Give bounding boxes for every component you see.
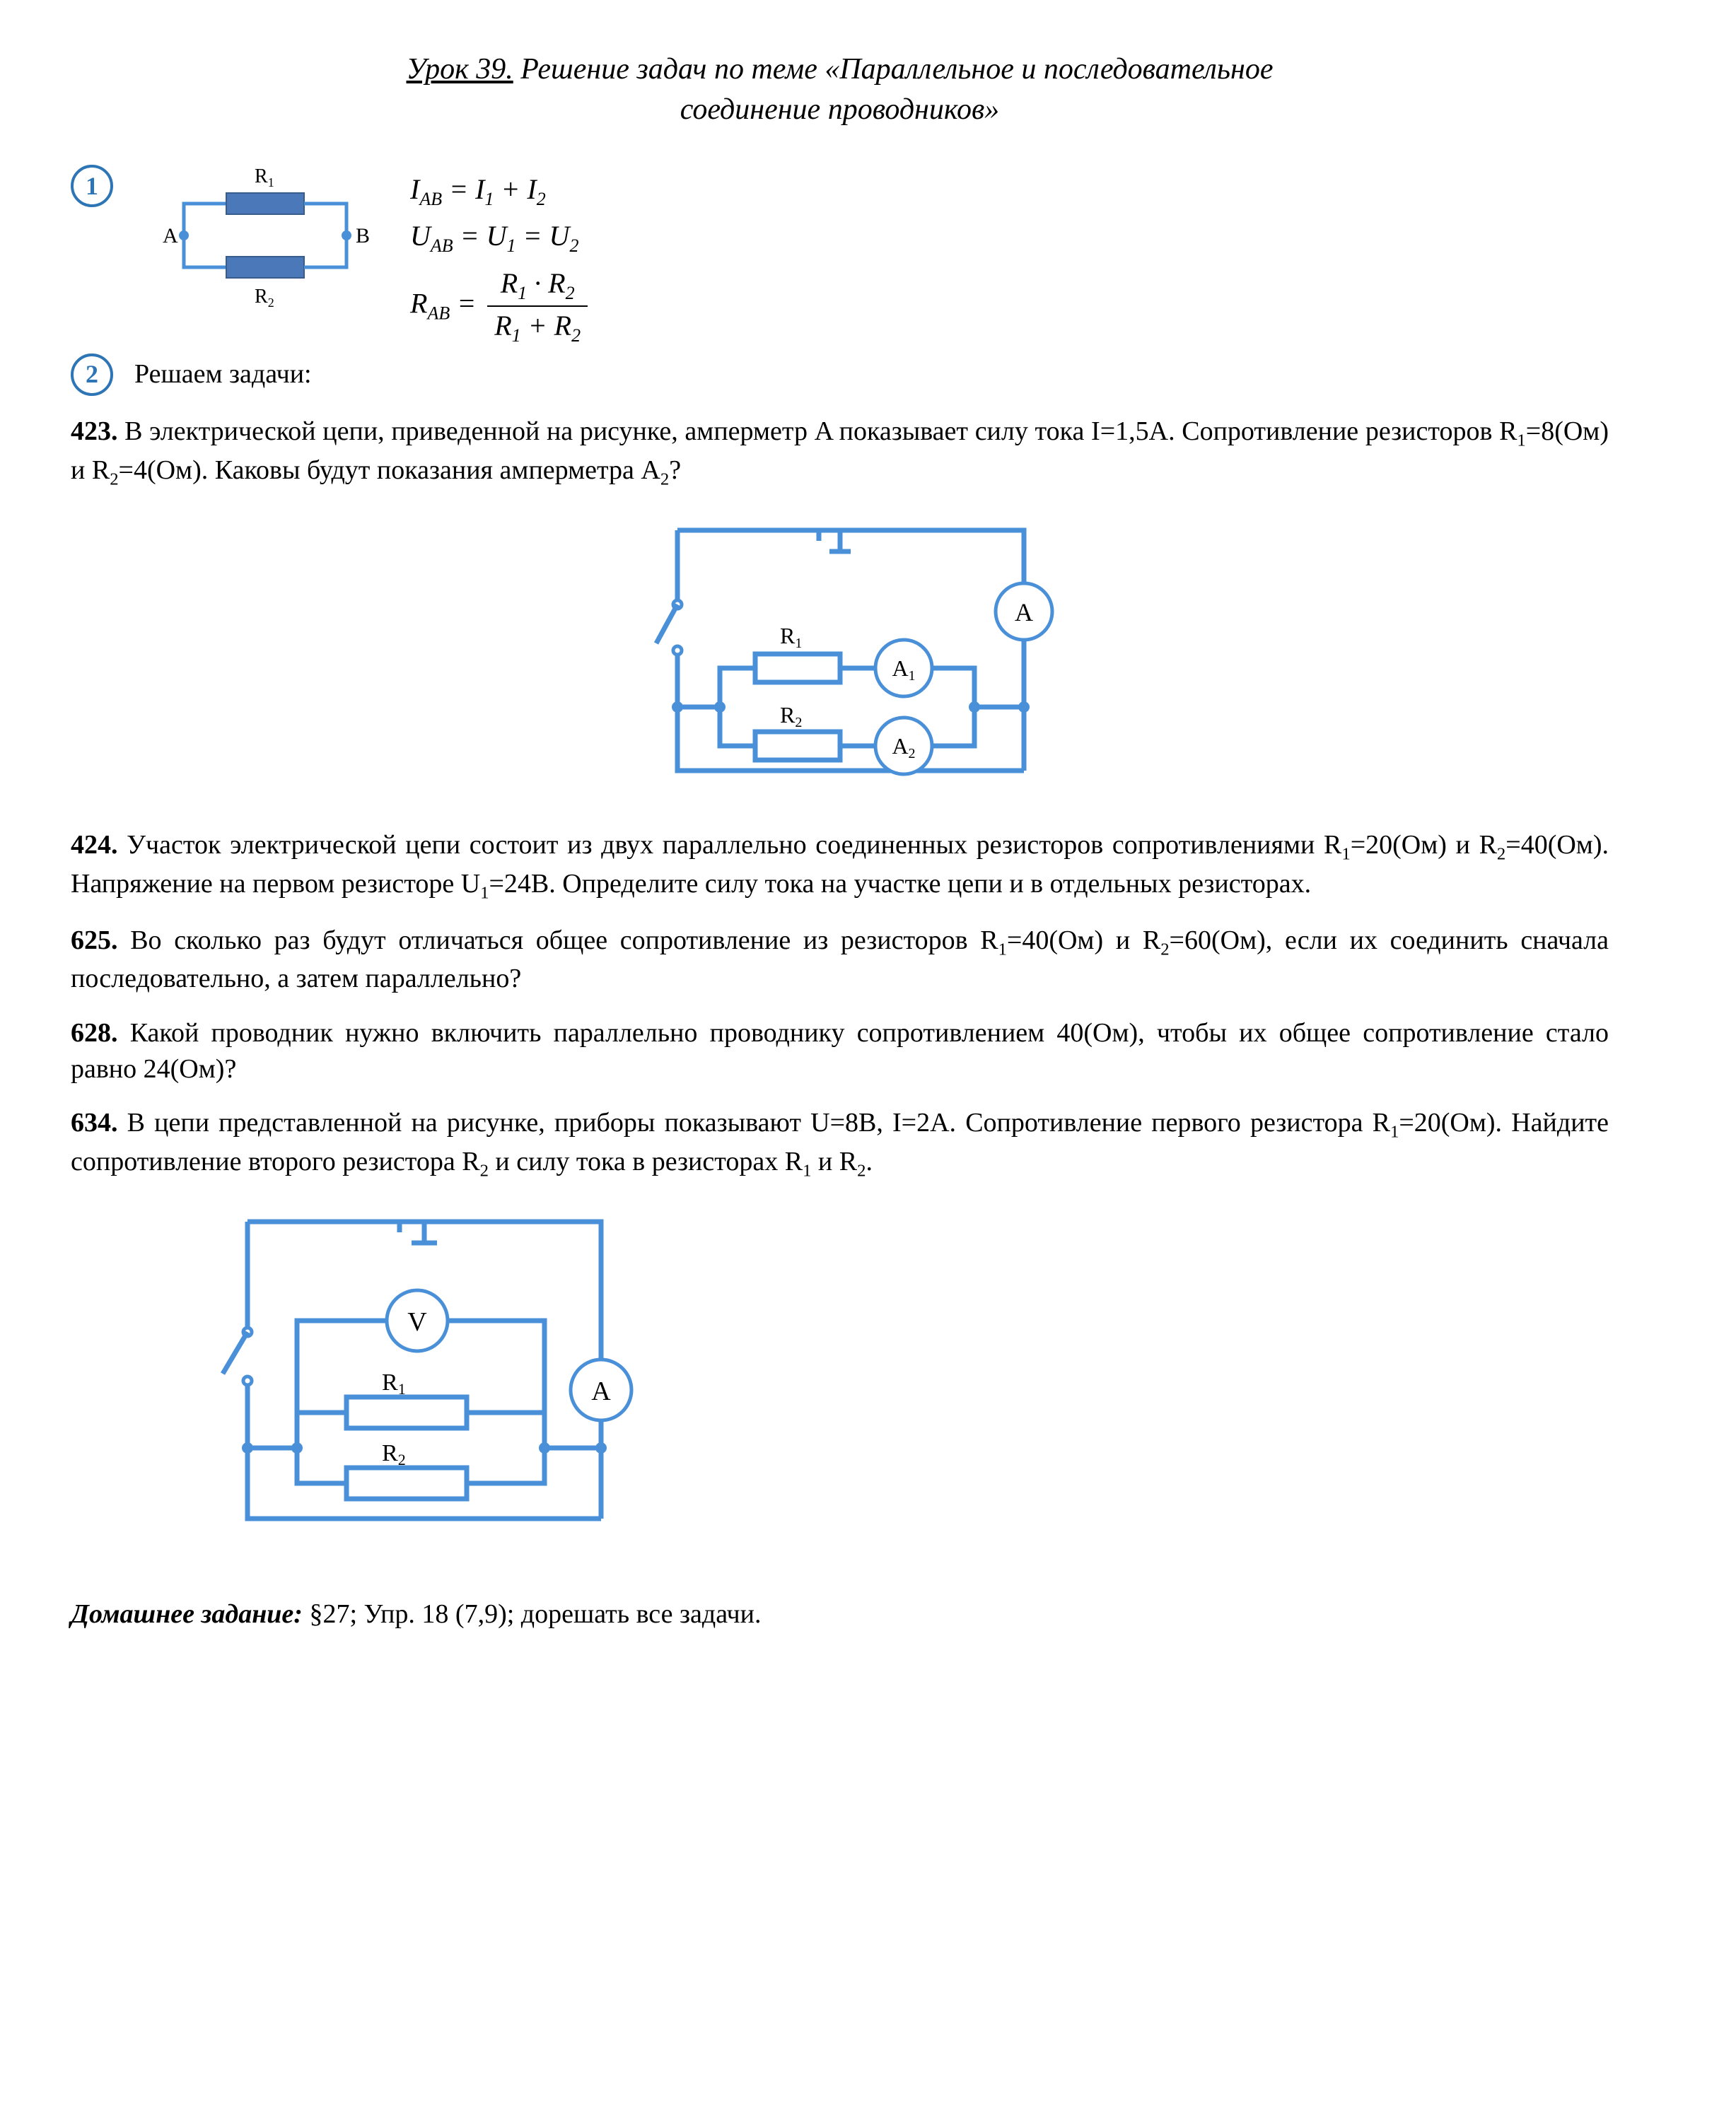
svg-text:A: A [591, 1377, 611, 1406]
parallel-formulae: IAB = I1 + I2 UAB = U1 = U2 RAB = R1 · R… [410, 165, 588, 353]
svg-text:R2: R2 [382, 1440, 406, 1468]
svg-text:R2: R2 [780, 702, 802, 730]
svg-text:R1: R1 [780, 623, 802, 651]
r1-label: R [255, 165, 268, 187]
r2-label: R [255, 286, 268, 308]
lesson-number: Урок 39. [407, 53, 513, 86]
formula-current: IAB = I1 + I2 [410, 170, 588, 211]
lesson-title: Урок 39. Решение задач по теме «Параллел… [71, 49, 1609, 129]
node-b-label: B [356, 224, 370, 247]
problem-424: 424. Участок электрической цепи состоит … [71, 827, 1609, 905]
formula-voltage: UAB = U1 = U2 [410, 217, 588, 258]
problem-634: 634. В цепи представленной на рисунке, п… [71, 1105, 1609, 1183]
svg-text:V: V [407, 1307, 427, 1337]
homework: Домашнее задание: §27; Упр. 18 (7,9); до… [71, 1596, 1609, 1632]
problem-423: 423. В электрической цепи, приведенной н… [71, 414, 1609, 491]
formula-resistance: RAB = R1 · R2 R1 + R2 [410, 264, 588, 348]
problem-625: 625. Во сколько раз будут отличаться общ… [71, 923, 1609, 998]
step-2-badge: 2 [71, 354, 113, 396]
svg-text:R1: R1 [382, 1369, 406, 1398]
solve-label: Решаем задачи: [134, 356, 312, 392]
title-part2: соединение проводников» [71, 90, 1609, 130]
title-part1: Решение задач по теме «Параллельное и по… [513, 53, 1274, 86]
svg-text:R1: R1 [255, 165, 274, 189]
homework-label: Домашнее задание: [71, 1599, 303, 1629]
svg-text:R2: R2 [255, 286, 274, 310]
homework-text: §27; Упр. 18 (7,9); дорешать все задачи. [303, 1599, 762, 1629]
circuit-diagram-423: A R1 A1 R2 A2 [71, 509, 1609, 806]
svg-text:A: A [1015, 598, 1033, 626]
section-1: 1 A B R1 R2 IAB = I1 + I2 UAB = U1 = U2 … [71, 165, 1609, 353]
step-1-badge: 1 [71, 165, 113, 207]
problem-628: 628. Какой проводник нужно включить пара… [71, 1015, 1609, 1088]
circuit-diagram-634: A V R1 R2 [71, 1200, 1609, 1554]
section-2: 2 Решаем задачи: [71, 354, 1609, 396]
node-a-label: A [163, 224, 178, 247]
parallel-resistors-diagram: A B R1 R2 [141, 165, 382, 320]
